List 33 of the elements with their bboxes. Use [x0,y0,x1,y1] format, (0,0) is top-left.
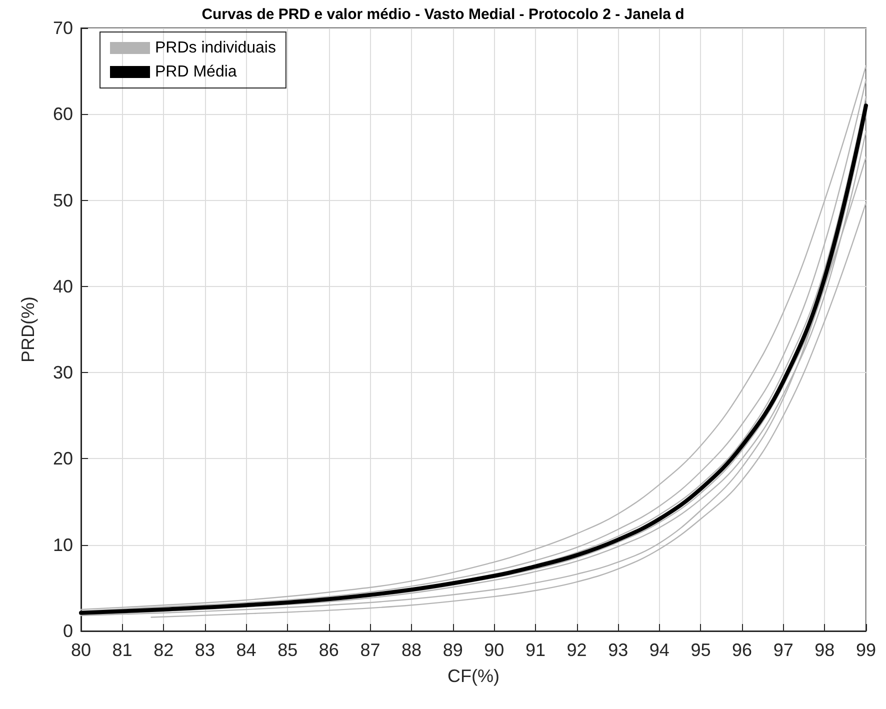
x-tick-label: 81 [112,640,132,660]
x-tick-label: 97 [773,640,794,660]
x-tick-label: 96 [732,640,752,660]
x-tick-label: 92 [566,640,587,660]
x-tick-label: 88 [402,640,422,660]
x-tick-label: 99 [856,640,876,660]
x-tick-label: 95 [690,640,711,660]
x-axis-title: CF(%) [448,666,500,686]
x-tick-label: 84 [236,640,256,660]
x-tick-label: 89 [442,640,463,660]
x-tick-label: 98 [814,640,835,660]
x-tick-label: 94 [649,640,670,660]
x-tick-label: 83 [194,640,215,660]
legend-label: PRD Média [155,64,237,80]
y-tick-label: 60 [52,104,73,124]
y-tick-label: 10 [52,534,73,555]
x-tick-label: 82 [154,640,174,660]
y-tick-label: 70 [52,18,73,38]
x-tick-label: 91 [525,640,546,660]
y-tick-label: 50 [52,190,73,210]
x-tick-label: 86 [318,640,339,660]
y-tick-label: 40 [52,276,73,296]
x-tick-label: 90 [484,640,504,660]
x-tick-label: 80 [70,640,92,660]
chart-title: Curvas de PRD e valor médio - Vasto Medial - Protocolo 2 - Janela d [202,6,684,23]
legend-label: PRDs individuais [155,40,276,56]
y-axis-title: PRD(%) [18,296,38,362]
y-tick-label: 0 [62,621,73,641]
x-tick-label: 85 [278,640,298,660]
y-tick-label: 30 [52,362,73,383]
x-tick-label: 87 [360,640,380,660]
y-tick-label: 20 [52,448,73,469]
x-tick-label: 93 [608,640,628,660]
